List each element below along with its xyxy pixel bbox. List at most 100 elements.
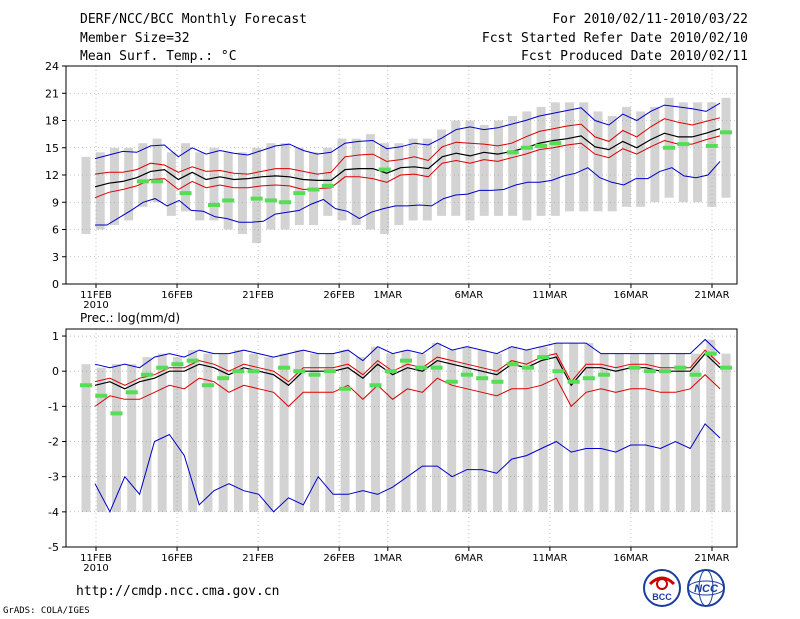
series-line-lower xyxy=(94,374,721,408)
ensemble-bar xyxy=(416,353,426,512)
ensemble-bar xyxy=(394,143,404,225)
observed-mark xyxy=(279,200,292,205)
ensemble-bar xyxy=(660,353,670,512)
ensemble-bar xyxy=(386,353,396,512)
x-tick-label: 26FEB xyxy=(323,553,355,564)
ensemble-bar xyxy=(157,353,167,512)
ensemble-bar xyxy=(203,353,213,512)
series-line-lower xyxy=(94,135,721,199)
observed-mark xyxy=(307,187,320,192)
observed-mark xyxy=(264,198,277,203)
ensemble-bar xyxy=(233,350,243,512)
x-tick-label: 21FEB xyxy=(242,290,274,301)
x-tick-label: 1MAR xyxy=(373,290,402,301)
ensemble-bar xyxy=(355,357,365,512)
ensemble-bar xyxy=(181,143,191,212)
y-tick-label: 0 xyxy=(52,365,59,378)
observed-mark xyxy=(582,376,595,381)
observed-mark xyxy=(321,183,334,188)
ensemble-bar xyxy=(95,152,105,230)
ensemble-bar xyxy=(431,343,441,512)
observed-mark xyxy=(250,196,263,201)
observed-mark xyxy=(598,372,611,377)
y-tick-label: 6 xyxy=(52,224,59,237)
observed-mark xyxy=(278,365,291,370)
observed-mark xyxy=(80,383,92,388)
ensemble-bar xyxy=(675,353,685,512)
ensemble-bar xyxy=(142,357,152,512)
ensemble-bar xyxy=(523,350,533,512)
observed-mark xyxy=(136,179,149,184)
observed-mark xyxy=(201,383,214,388)
x-tick-label: 21MAR xyxy=(694,553,729,564)
member-size: Member Size=32 xyxy=(80,31,190,46)
observed-mark xyxy=(369,383,382,388)
ensemble-bar xyxy=(492,353,502,512)
observed-mark xyxy=(222,198,235,203)
observed-mark xyxy=(339,386,352,391)
ensemble-bar xyxy=(96,367,106,512)
x-tick-label: 6MAR xyxy=(454,553,483,564)
ensemble-bar xyxy=(127,364,137,512)
ensemble-bar xyxy=(538,346,548,512)
ensemble-bar xyxy=(630,353,640,512)
ensemble-bar xyxy=(380,143,390,235)
observed-mark xyxy=(400,358,412,363)
ensemble-bar xyxy=(614,353,624,512)
ensemble-bar xyxy=(294,350,304,512)
ensemble-bar xyxy=(323,147,333,216)
ensemble-bar xyxy=(371,346,381,512)
y-tick-label: 9 xyxy=(52,196,59,209)
ensemble-bar xyxy=(81,156,91,235)
observed-mark xyxy=(378,167,391,172)
ensemble-bar xyxy=(550,102,560,216)
ensemble-bar xyxy=(81,364,91,512)
x-tick-label: 11MAR xyxy=(532,290,567,301)
ensemble-bar xyxy=(636,111,646,207)
source-url[interactable]: http://cmdp.ncc.cma.gov.cn xyxy=(76,584,280,599)
observed-mark xyxy=(293,191,306,196)
observed-mark xyxy=(308,372,321,377)
chart-title: DERF/NCC/BCC Monthly Forecast xyxy=(80,12,307,27)
ensemble-bar xyxy=(124,147,134,221)
observed-mark xyxy=(293,369,306,374)
observed-mark xyxy=(552,369,565,374)
ensemble-bar xyxy=(621,106,631,207)
y-tick-label: 24 xyxy=(45,60,59,73)
observed-mark xyxy=(549,141,562,146)
observed-mark xyxy=(476,376,489,381)
ensemble-bar xyxy=(408,138,418,221)
x-tick-label: 16MAR xyxy=(613,553,648,564)
x-tick-label: 6MAR xyxy=(454,290,483,301)
y-tick-label: -4 xyxy=(48,506,59,519)
observed-mark xyxy=(643,369,656,374)
year-label: 2010 xyxy=(83,300,108,311)
ensemble-bar xyxy=(422,138,432,221)
ncc-logo-text: NCC xyxy=(694,583,719,595)
y-tick-label: -1 xyxy=(48,400,59,413)
observed-mark xyxy=(430,365,443,370)
plot-frame xyxy=(65,328,738,548)
x-tick-label: 1MAR xyxy=(373,553,402,564)
ensemble-bar xyxy=(188,350,198,512)
y-tick-label: 12 xyxy=(45,169,59,182)
observed-mark xyxy=(720,130,732,135)
ensemble-bar xyxy=(599,353,609,512)
ensemble-bar xyxy=(645,353,655,512)
observed-mark xyxy=(674,365,687,370)
observed-mark xyxy=(460,372,473,377)
observed-mark xyxy=(247,369,260,374)
x-tick-label: 26FEB xyxy=(323,290,355,301)
y-tick-label: -3 xyxy=(48,471,59,484)
ensemble-bar xyxy=(310,353,320,512)
ensemble-bar xyxy=(340,350,350,512)
observed-mark xyxy=(95,393,108,398)
observed-mark xyxy=(384,369,397,374)
x-tick-label: 21MAR xyxy=(694,290,729,301)
y-tick-label: 15 xyxy=(45,142,59,155)
grads-credit: GrADS: COLA/IGES xyxy=(3,606,90,616)
observed-mark xyxy=(506,362,519,367)
observed-mark xyxy=(704,351,717,356)
observed-mark xyxy=(567,379,580,384)
ensemble-bar xyxy=(209,147,219,221)
